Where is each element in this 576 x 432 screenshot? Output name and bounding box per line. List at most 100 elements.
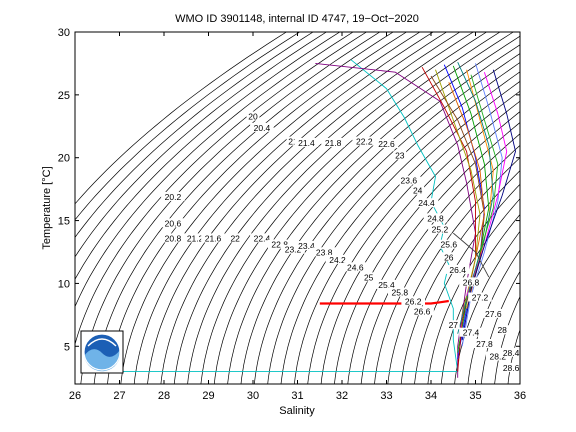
x-tick-label: 32 [336,390,348,402]
isopycnal-labels: 2020.4 21 21.4 21.8 22.2 22.623 20.2 20.6 20.8 21… [161,111,520,373]
isopycnal-label: 24.4 [418,198,435,208]
isopycnal-label-bg [250,122,274,132]
isopycnal-line [400,170,520,384]
isopycnal-label: 22.4 [254,233,271,243]
isopycnal-label-bg [499,362,520,372]
isopycnal-label-bg [281,244,305,254]
y-tick-label: 20 [58,153,70,165]
isopycnal-label-bg [246,111,260,121]
isopycnal-label-bg [228,233,242,243]
isopycnal-label: 26 [444,252,454,262]
profile-line [119,59,459,372]
isopycnal-label-bg [267,239,292,249]
isopycnal-label: 26.6 [414,306,431,316]
isopycnal-lines [75,32,520,384]
isopycnal-label: 20.6 [165,218,182,228]
profile-line [470,74,499,253]
isopycnal-label-bg [495,325,509,335]
isopycnal-label-bg [201,233,225,243]
isopycnal-label: 21 [288,137,298,147]
isopycnal-label: 22.6 [378,139,395,149]
isopycnal-label-bg [442,252,456,262]
isopycnal-label-bg [472,339,497,348]
isopycnal-label: 27.6 [485,309,502,319]
isopycnal-label-bg [294,137,319,147]
profile-line [430,75,485,303]
isopycnal-label-bg [388,287,412,297]
profile-line [315,62,476,378]
isopycnal-label: 21.6 [205,233,222,243]
isopycnal-label: 25.8 [392,288,409,298]
noaa-logo [80,330,124,374]
y-tick-label: 5 [64,341,70,353]
y-tick-label: 15 [58,216,70,228]
isopycnal-line [334,111,520,384]
isopycnal-line [347,122,520,384]
isopycnal-line [75,32,354,308]
isopycnal-label: 24.2 [329,255,346,265]
isopycnal-line [75,32,341,281]
isopycnal-label: 26.8 [463,277,480,287]
isopycnal-line [414,183,520,384]
isopycnal-label-bg [374,279,399,289]
isopycnal-label-bg [411,185,425,195]
isopycnal-label-bg [312,247,336,257]
x-tick-label: 31 [291,390,303,402]
isopycnal-label: 25.6 [441,240,458,250]
isopycnal-line [240,44,520,384]
isopycnal-label-bg [286,136,300,146]
isopycnal-label-bg [321,137,345,147]
x-tick-label: 30 [247,390,259,402]
isopycnal-label-bg [393,150,407,160]
isopycnal-line [387,157,520,384]
isopycnal-label-bg [459,327,483,337]
y-axis-label: Temperature [°C] [41,166,53,249]
isopycnal-label: 25.2 [432,225,449,235]
isopycnal-label-bg [362,272,376,282]
isopycnal-label-bg [401,296,425,306]
chart-title: WMO ID 3901148, internal ID 4747, 19−Oct… [175,13,419,25]
isopycnal-label: 27 [449,320,459,330]
isopycnal-label: 23 [395,151,405,161]
isopycnal-label: 23.2 [285,245,302,255]
isopycnal-label: 28.2 [490,352,507,362]
profile-line [448,82,485,259]
profile-line [421,66,476,372]
isopycnal-line [227,35,520,384]
isopycnal-line [374,144,520,384]
isopycnal-label-bg [343,262,368,272]
isopycnal-label: 25 [364,272,374,282]
isopycnal-line [267,62,520,384]
x-tick-label: 35 [469,390,481,402]
isopycnal-line [75,32,314,238]
isopycnal-line [494,295,520,384]
isopycnal-label-bg [428,224,452,234]
x-axis: 26 27 28 29 30 31 32 33 34 35 36 [69,32,526,402]
isopycnal-line [160,32,461,384]
isopycnal-label-bg [499,347,520,357]
isopycnal-line [427,198,520,384]
y-axis: 5 10 15 20 25 30 [58,27,520,353]
isopycnal-label-bg [468,292,492,302]
isopycnal-label: 23.8 [316,247,333,257]
x-tick-label: 27 [113,390,125,402]
isopycnal-label-bg [414,198,439,208]
isopycnal-label: 22.8 [271,240,288,250]
isopycnal-label-bg [396,175,421,185]
isopycnal-line [75,32,288,205]
isopycnal-label-bg [325,254,350,264]
isopycnal-label: 23.4 [298,241,315,251]
profile-line [461,69,516,341]
isopycnal-label: 24.8 [427,213,444,223]
isopycnal-label: 25.4 [378,280,395,290]
x-tick-label: 28 [158,390,170,402]
isopycnal-label-bg [250,233,274,243]
isopycnal-label: 28 [497,325,507,335]
isopycnal-line [187,32,488,384]
isopycnal-label-bg [446,320,460,330]
isopycnal-label: 26.2 [405,296,422,306]
isopycnal-label-bg [352,136,376,146]
profile-line [435,69,481,316]
isopycnal-line [75,32,328,258]
isopycnal-label: 24.6 [347,262,364,272]
